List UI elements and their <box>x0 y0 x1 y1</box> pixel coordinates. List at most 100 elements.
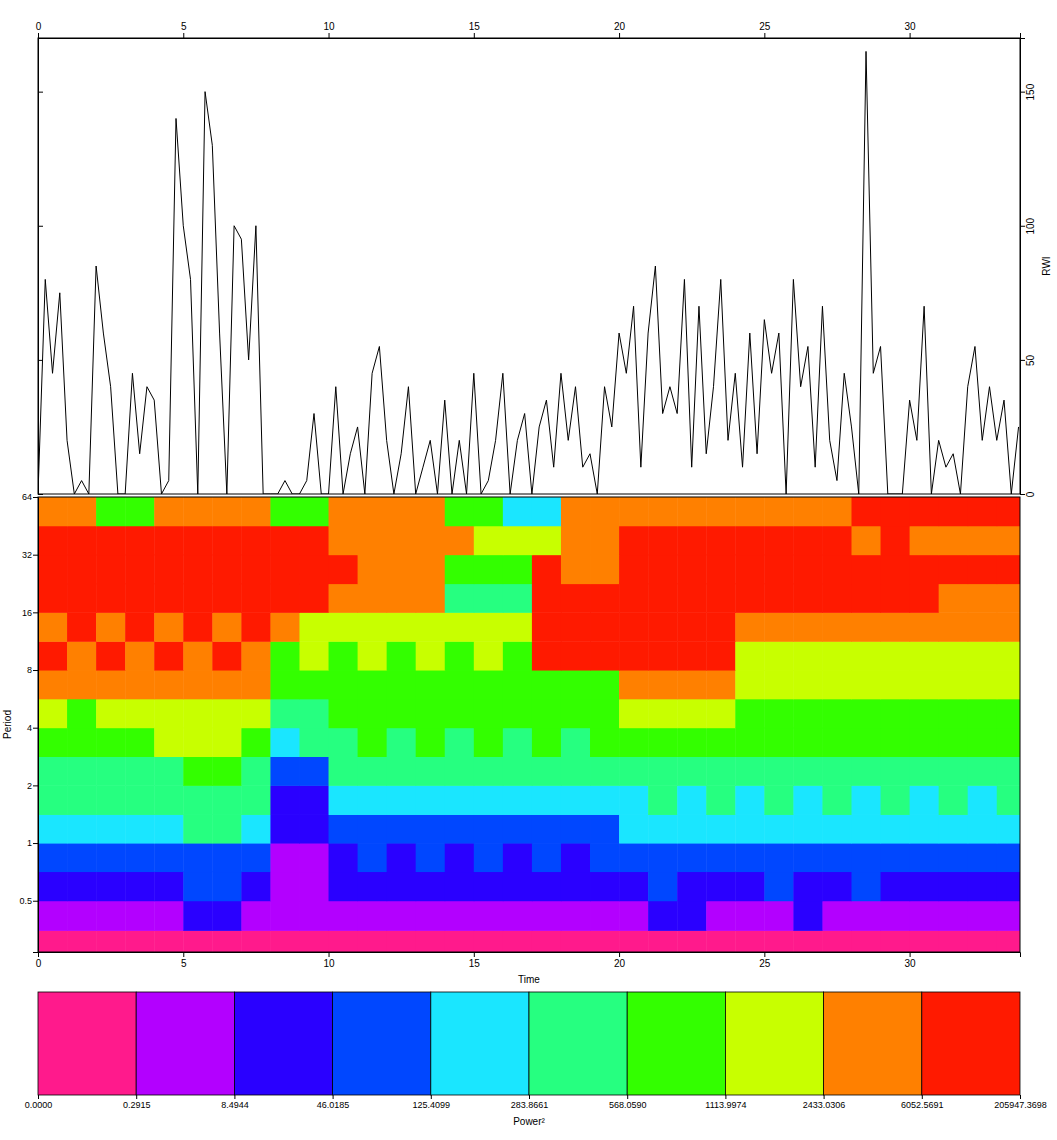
heatmap-cell <box>96 756 126 785</box>
tick-label: 0.2915 <box>123 1100 151 1110</box>
tick: 4 <box>27 723 38 733</box>
heatmap-cell <box>154 612 184 641</box>
heatmap-cell <box>416 670 446 699</box>
heatmap-cell <box>997 872 1020 902</box>
heatmap-cell <box>270 872 300 902</box>
heatmap-cell <box>241 901 271 931</box>
tick: 0.2915 <box>123 1095 151 1110</box>
heatmap-cell <box>154 497 184 526</box>
heatmap-cell <box>503 901 533 931</box>
heatmap-cell <box>125 756 155 785</box>
heatmap-cell <box>474 497 504 526</box>
tick-mark <box>329 952 330 957</box>
heatmap-cell <box>212 843 242 872</box>
heatmap-cell <box>822 843 852 872</box>
heatmap-cell <box>212 785 242 815</box>
heatmap-cell <box>358 901 388 931</box>
heatmap-cell <box>212 641 242 670</box>
heatmap-cell <box>648 699 678 728</box>
heatmap-cell <box>387 901 417 931</box>
heatmap-cell <box>183 555 213 584</box>
heatmap-cell <box>706 785 736 815</box>
axis-line <box>39 39 44 495</box>
heatmap-cell <box>96 814 126 843</box>
heatmap-cell <box>358 872 388 902</box>
tick-label: 8.4944 <box>221 1100 249 1110</box>
axis-line <box>1021 39 1026 495</box>
heatmap-cell <box>910 728 940 757</box>
heatmap-cell <box>474 641 504 670</box>
heatmap-cell <box>881 670 911 699</box>
heatmap-cell <box>183 728 213 757</box>
heatmap-cell <box>648 555 678 584</box>
tick <box>38 226 43 227</box>
heatmap-cell <box>38 901 68 931</box>
heatmap-cell <box>968 699 998 728</box>
tick-mark <box>38 494 43 495</box>
heatmap-cell <box>590 641 620 670</box>
heatmap-cell <box>96 785 126 815</box>
heatmap-cell <box>968 526 998 555</box>
heatmap-cell <box>67 670 97 699</box>
heatmap-cell <box>648 930 678 952</box>
heatmap-cell <box>445 814 475 843</box>
tick: 5 <box>181 952 187 969</box>
heatmap-cell <box>154 728 184 757</box>
heatmap-cell <box>764 843 794 872</box>
heatmap-cell <box>648 756 678 785</box>
heatmap-cell <box>387 612 417 641</box>
heatmap-cell <box>532 728 562 757</box>
heatmap-cell <box>416 497 446 526</box>
heatmap-cell <box>299 901 329 931</box>
plot-frame <box>38 497 1020 952</box>
heatmap-cell <box>590 756 620 785</box>
tick-label: 0 <box>36 958 42 969</box>
heatmap-cell <box>212 699 242 728</box>
colorbar <box>38 992 1020 1095</box>
heatmap-cell <box>793 930 823 952</box>
heatmap-cell <box>735 901 765 931</box>
axis-line <box>39 953 1021 958</box>
heatmap-cell <box>183 843 213 872</box>
heatmap-cell <box>590 497 620 526</box>
tick-label: 1 <box>27 838 32 848</box>
heatmap-cell <box>910 843 940 872</box>
tick-mark <box>33 901 38 902</box>
heatmap-cell <box>561 843 591 872</box>
heatmap-cell <box>532 785 562 815</box>
heatmap-cell <box>329 756 359 785</box>
heatmap-cell <box>445 785 475 815</box>
tick: 20 <box>614 21 626 38</box>
heatmap-cell <box>968 497 998 526</box>
heatmap-cell <box>38 814 68 843</box>
heatmap-cell <box>997 670 1020 699</box>
heatmap-cell <box>154 555 184 584</box>
heatmap-cell <box>445 584 475 613</box>
heatmap-cell <box>241 526 271 555</box>
heatmap-cell <box>968 728 998 757</box>
heatmap-cell <box>561 612 591 641</box>
tick-mark <box>33 497 38 498</box>
heatmap-cell <box>532 872 562 902</box>
heatmap-cell <box>445 526 475 555</box>
tick <box>38 494 43 495</box>
tick: 25 <box>759 952 771 969</box>
axis: 0.51248163264 <box>19 492 38 952</box>
heatmap-cell <box>183 497 213 526</box>
tick-mark <box>619 952 620 957</box>
heatmap-cell <box>619 814 649 843</box>
tick: 0.5 <box>19 896 38 906</box>
heatmap-cell <box>503 756 533 785</box>
heatmap-cell <box>474 584 504 613</box>
heatmap-cell <box>96 612 126 641</box>
heatmap-cell <box>67 555 97 584</box>
axis: 0.00000.29158.494446.0185125.4099283.866… <box>25 1095 1047 1110</box>
heatmap-cell <box>764 756 794 785</box>
heatmap-cell <box>997 526 1020 555</box>
tick: 0 <box>1020 491 1036 497</box>
heatmap-cell <box>183 612 213 641</box>
heatmap-cell <box>212 930 242 952</box>
heatmap-cell <box>416 901 446 931</box>
tick: 150 <box>1020 83 1036 100</box>
heatmap-cell <box>299 785 329 815</box>
